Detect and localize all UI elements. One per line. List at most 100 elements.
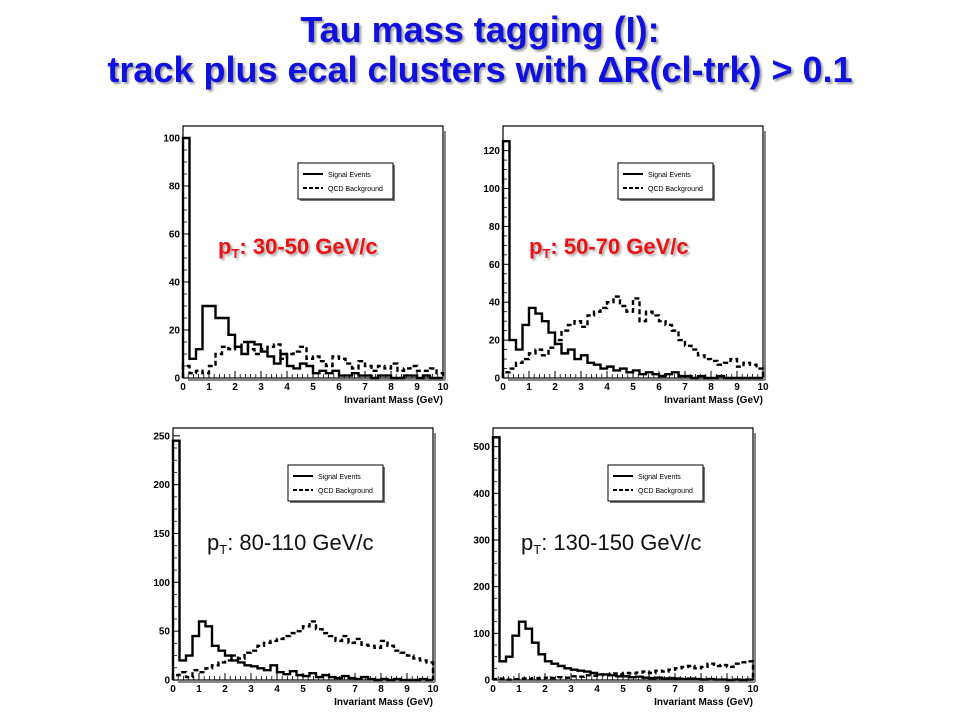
y-tick-label: 200 <box>153 480 170 491</box>
x-tick-label: 1 <box>206 382 212 393</box>
x-tick-label: 8 <box>698 684 704 695</box>
x-tick-label: 9 <box>404 684 410 695</box>
x-tick-label: 0 <box>490 684 496 695</box>
y-tick-label: 0 <box>174 374 180 385</box>
pt-range-label-3: pT: 80-110 GeV/c <box>207 530 374 557</box>
signal-events-histogram <box>171 439 433 682</box>
x-tick-label: 3 <box>248 684 254 695</box>
x-tick-label: 5 <box>300 684 306 695</box>
x-axis-label: Invariant Mass (GeV) <box>334 697 433 708</box>
legend-box <box>617 162 714 200</box>
x-tick-label: 7 <box>352 684 358 695</box>
x-tick-label: 3 <box>578 382 584 393</box>
y-tick-label: 500 <box>473 442 490 453</box>
y-tick-label: 60 <box>489 260 501 271</box>
signal-events-histogram <box>491 436 755 682</box>
y-tick-label: 100 <box>473 629 490 640</box>
x-tick-label: 2 <box>542 684 548 695</box>
qcd-background-histogram <box>171 620 435 680</box>
y-tick-label: 0 <box>484 676 490 687</box>
x-axis-label: Invariant Mass (GeV) <box>664 395 763 406</box>
y-tick-label: 40 <box>169 278 181 289</box>
title-line-1: Tau mass tagging (I): <box>300 9 660 50</box>
histogram-pt-130-150: 0 1 2 3 4 5 6 7 8 9 10 Invariant Mass (GeV) 0 100 200 3… <box>473 420 773 710</box>
x-tick-label: 10 <box>427 684 439 695</box>
x-tick-label: 8 <box>388 382 394 393</box>
x-tick-label: 1 <box>196 684 202 695</box>
legend-entry: Signal Events <box>638 474 681 481</box>
signal-events-histogram <box>181 136 443 380</box>
x-tick-label: 3 <box>568 684 574 695</box>
x-tick-label: 0 <box>500 382 506 393</box>
x-tick-label: 7 <box>682 382 688 393</box>
y-tick-label: 60 <box>169 230 181 241</box>
x-tick-label: 6 <box>326 684 332 695</box>
x-tick-label: 0 <box>170 684 176 695</box>
x-tick-label: 3 <box>258 382 264 393</box>
x-tick-label: 8 <box>378 684 384 695</box>
legend-entry: Signal Events <box>328 172 371 179</box>
y-tick-label: 40 <box>489 298 501 309</box>
legend-box <box>287 464 384 502</box>
pt-range-label-1: pT: 30-50 GeV/c <box>218 234 378 261</box>
x-axis-label: Invariant Mass (GeV) <box>654 697 753 708</box>
y-tick-label: 200 <box>473 582 490 593</box>
y-tick-label: 0 <box>164 676 170 687</box>
qcd-background-histogram <box>501 295 765 378</box>
x-tick-label: 6 <box>646 684 652 695</box>
x-tick-label: 4 <box>274 684 280 695</box>
signal-events-histogram <box>501 139 763 380</box>
y-tick-label: 400 <box>473 489 490 500</box>
legend-entry: QCD Background <box>638 488 693 495</box>
legend-entry: Signal Events <box>648 172 691 179</box>
y-tick-label: 150 <box>153 529 170 540</box>
y-tick-label: 100 <box>483 184 500 195</box>
y-tick-label: 80 <box>169 182 181 193</box>
x-tick-label: 7 <box>362 382 368 393</box>
pt-range-label-2: pT: 50-70 GeV/c <box>529 234 689 261</box>
qcd-background-histogram <box>491 660 755 681</box>
legend-entry: QCD Background <box>648 186 703 193</box>
x-tick-label: 9 <box>734 382 740 393</box>
y-tick-label: 20 <box>489 336 501 347</box>
legend-entry: QCD Background <box>328 186 383 193</box>
x-tick-label: 1 <box>516 684 522 695</box>
y-tick-label: 0 <box>494 374 500 385</box>
y-tick-label: 50 <box>159 627 171 638</box>
x-tick-label: 4 <box>604 382 610 393</box>
x-axis-label: Invariant Mass (GeV) <box>344 395 443 406</box>
x-tick-label: 2 <box>552 382 558 393</box>
x-tick-label: 5 <box>620 684 626 695</box>
x-tick-label: 5 <box>310 382 316 393</box>
qcd-background-histogram <box>181 340 445 378</box>
x-tick-label: 2 <box>232 382 238 393</box>
histogram-pt-50-70: 0 1 2 3 4 5 6 7 8 9 10 Invariant Mass (GeV) 0 20 40 60 8… <box>483 118 783 408</box>
x-tick-label: 5 <box>630 382 636 393</box>
y-tick-label: 100 <box>163 134 180 145</box>
x-tick-label: 7 <box>672 684 678 695</box>
x-tick-label: 0 <box>180 382 186 393</box>
y-tick-label: 100 <box>153 578 170 589</box>
y-tick-label: 300 <box>473 536 490 547</box>
legend-entry: QCD Background <box>318 488 373 495</box>
x-tick-label: 10 <box>437 382 449 393</box>
x-tick-label: 4 <box>284 382 290 393</box>
y-tick-label: 20 <box>169 326 181 337</box>
y-tick-label: 120 <box>483 146 500 157</box>
title-line-2: track plus ecal clusters with ΔR(cl-trk)… <box>107 49 853 90</box>
histogram-pt-30-50: 0 1 2 3 4 5 6 7 8 9 10 Invariant Mass (GeV) 0 20 40 60 8… <box>163 118 463 408</box>
pt-range-label-4: pT: 130-150 GeV/c <box>521 530 702 557</box>
x-tick-label: 10 <box>757 382 769 393</box>
legend-box <box>607 464 704 502</box>
x-tick-label: 6 <box>336 382 342 393</box>
x-tick-label: 9 <box>414 382 420 393</box>
x-tick-label: 9 <box>724 684 730 695</box>
legend-box <box>297 162 394 200</box>
x-tick-label: 1 <box>526 382 532 393</box>
x-tick-label: 4 <box>594 684 600 695</box>
y-tick-label: 80 <box>489 222 501 233</box>
y-tick-label: 250 <box>153 431 170 442</box>
histogram-pt-80-110: 0 1 2 3 4 5 6 7 8 9 10 Invariant Mass (GeV) 0 50 100 15… <box>153 420 453 710</box>
legend-entry: Signal Events <box>318 474 361 481</box>
x-tick-label: 10 <box>747 684 759 695</box>
